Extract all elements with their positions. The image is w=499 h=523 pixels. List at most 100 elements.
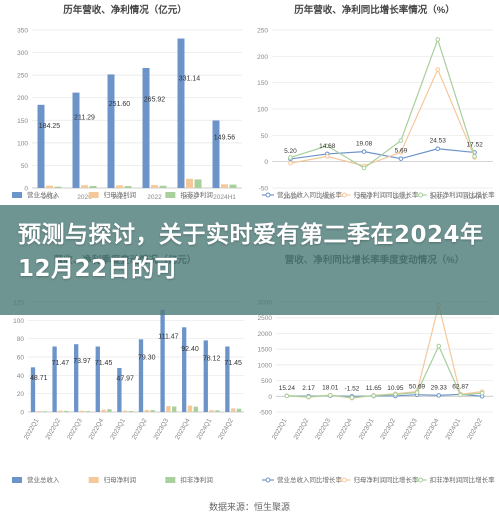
bar [187, 405, 193, 412]
x-tick-label: 2024H1 [213, 194, 236, 201]
x-tick-label: 2024Q2 [217, 417, 235, 441]
bar [30, 367, 36, 412]
legend-label: 营业总收入同比增长率 [277, 190, 343, 199]
legend-label: 扣非净利润 [180, 190, 213, 199]
y-tick-label: 60 [17, 355, 25, 362]
bar [203, 340, 208, 412]
bar [186, 178, 193, 188]
legend-label: 营业总收入 [27, 190, 60, 199]
bar [74, 344, 79, 412]
data-label: 18.01 [322, 385, 339, 392]
bar [123, 410, 128, 412]
bar [177, 38, 185, 188]
legend-marker [418, 192, 424, 198]
bar [159, 185, 167, 188]
y-tick-label: 40 [17, 373, 25, 380]
data-label: 5.69 [395, 148, 408, 155]
bar [107, 409, 112, 412]
x-tick-label: 2023Q4 [174, 417, 192, 441]
series-line [290, 67, 476, 167]
series-point [371, 393, 376, 398]
legend-label: 归母净利润同比增长率 [353, 190, 419, 199]
x-tick-label: 2024Q2 [466, 417, 484, 441]
y-tick-label: 0 [264, 159, 268, 166]
data-label: 71.45 [95, 360, 113, 367]
bar [124, 186, 132, 188]
bar [85, 411, 90, 412]
x-tick-label: 2021 [112, 194, 127, 201]
data-label: 48.71 [30, 375, 48, 382]
y-tick-label: 2000 [258, 331, 273, 338]
data-label: 73.97 [73, 358, 91, 365]
data-label: 265.92 [144, 97, 166, 104]
bar [36, 411, 41, 412]
data-label: 14.68 [319, 143, 336, 150]
series-point [435, 37, 441, 42]
legend-marker [418, 477, 424, 483]
x-tick-label: 2020 [320, 194, 335, 201]
x-tick-label: 2023Q2 [131, 417, 149, 441]
x-tick-label: 2024H1 [463, 194, 486, 201]
data-source-footer: 数据来源：恒生聚源 [208, 502, 290, 512]
y-tick-label: 200 [257, 54, 268, 61]
data-label: 78.12 [203, 355, 221, 362]
bar [79, 410, 85, 412]
x-tick-label: 2023Q2 [379, 417, 397, 441]
bar [221, 184, 228, 188]
series-point [458, 392, 463, 398]
data-label: 111.47 [158, 333, 178, 340]
series-point [472, 154, 477, 159]
y-tick-label: -50 [259, 186, 269, 193]
x-tick-label: 2024Q1 [445, 417, 463, 441]
series-point [288, 160, 293, 166]
legend-swatch [12, 477, 22, 483]
series-point [436, 343, 442, 349]
title-overlay-band [0, 205, 499, 315]
data-label: 5.20 [284, 148, 297, 155]
bar [150, 410, 155, 412]
bar [236, 408, 242, 412]
bar [42, 411, 47, 413]
data-label: 50.69 [409, 384, 426, 391]
y-tick-label: 2500 [258, 315, 273, 322]
y-tick-label: 300 [17, 50, 28, 57]
y-tick-label: 100 [17, 140, 28, 147]
chart-title: 历年营收、净利情况（亿元） [63, 4, 187, 16]
x-tick-label: 2024Q1 [196, 417, 214, 441]
x-tick-label: 2022 [147, 194, 162, 201]
legend-swatch [88, 477, 99, 483]
legend-label: 营业总收入同比增长率 [277, 475, 343, 484]
data-label: 24.53 [430, 138, 447, 145]
series-line [286, 344, 483, 399]
series-point [327, 393, 333, 398]
x-tick-label: 2022Q2 [293, 417, 311, 441]
y-tick-label: 100 [257, 107, 268, 114]
y-tick-label: 20 [17, 391, 25, 398]
x-tick-label: 2023Q1 [358, 417, 376, 441]
data-label: 149.56 [214, 134, 236, 141]
bar [116, 185, 123, 188]
data-label: 71.47 [52, 360, 70, 367]
x-tick-label: 2022Q1 [23, 417, 41, 441]
bar [72, 92, 80, 188]
x-tick-label: 2023 [182, 194, 197, 201]
series-point [398, 138, 404, 143]
data-label: 19.08 [356, 141, 373, 148]
y-tick-label: 1000 [258, 362, 273, 369]
legend-label: 扣非净利润同比增长率 [430, 475, 496, 484]
bar [64, 410, 69, 412]
data-label: 17.52 [466, 141, 483, 148]
y-tick-label: 100 [13, 318, 24, 325]
bar [128, 411, 134, 412]
legend-marker [341, 477, 347, 483]
series-point [324, 154, 330, 159]
y-tick-label: 200 [17, 95, 28, 102]
legend-marker [341, 192, 347, 198]
legend-marker [265, 477, 271, 483]
bar [117, 368, 122, 412]
bar [54, 186, 62, 188]
series-point [435, 67, 441, 72]
legend-swatch [165, 192, 176, 198]
data-label: 71.45 [224, 360, 242, 367]
bar [101, 409, 106, 412]
